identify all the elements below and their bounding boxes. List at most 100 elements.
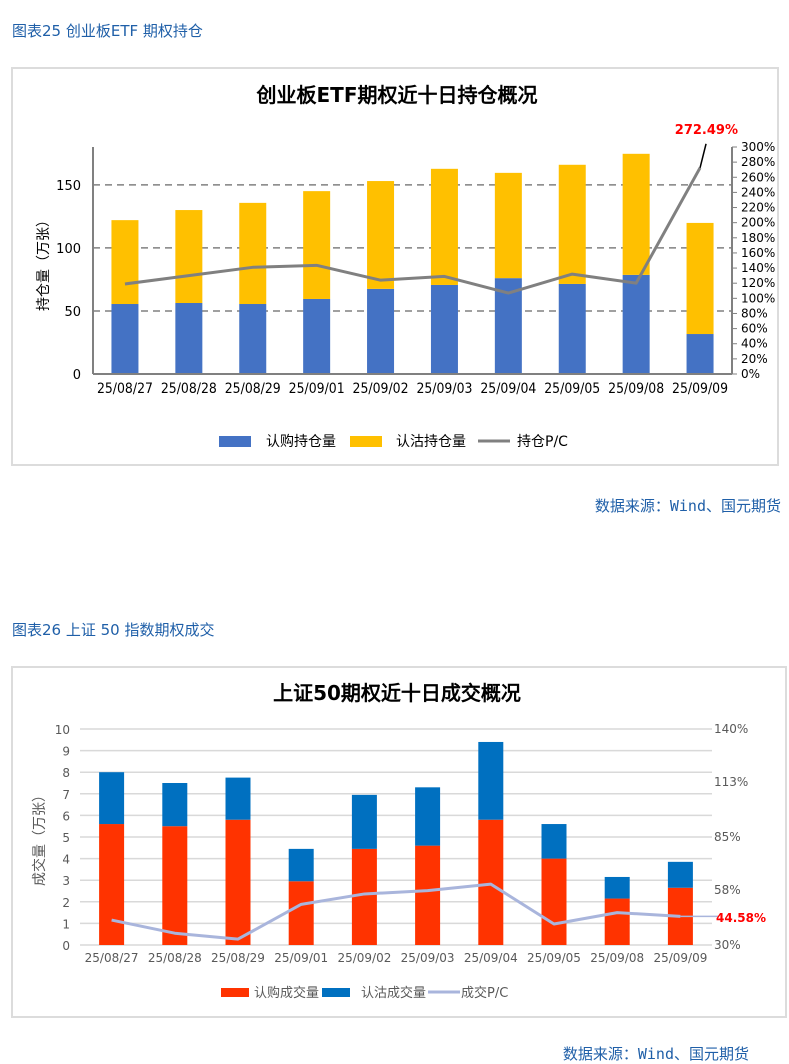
chart-1-source: 数据来源：Wind、国元期货	[594, 497, 781, 515]
bar-put	[99, 772, 125, 825]
bar-call	[478, 819, 504, 945]
x-tick-label: 25/09/01	[289, 381, 345, 397]
y2-tick-label: 20%	[741, 352, 768, 366]
bar-put	[225, 777, 251, 820]
x-tick-label: 25/08/29	[211, 951, 265, 965]
bar-call	[239, 304, 267, 374]
y-tick-label: 5	[62, 831, 70, 845]
legend-swatch-call-vol	[221, 988, 249, 997]
pc-line	[124, 167, 702, 295]
x-tick-label: 25/09/02	[337, 951, 391, 965]
bar-call	[686, 334, 714, 374]
bar-put	[303, 191, 331, 299]
x-tick-label: 25/08/27	[97, 381, 153, 397]
y2-tick-label: 58%	[714, 883, 741, 897]
legend-label-call-oi: 认购持仓量	[266, 434, 336, 450]
bar-call	[111, 304, 139, 374]
chart-1-title: 创业板ETF期权近十日持仓概况	[256, 83, 538, 107]
legend-swatch-put-vol	[322, 988, 350, 997]
pc-line	[111, 882, 681, 941]
y-tick-label: 9	[62, 745, 70, 759]
x-tick-label: 25/09/08	[608, 381, 664, 397]
bar-call	[351, 848, 377, 945]
bar-put	[478, 741, 504, 820]
bar-put	[239, 202, 267, 305]
y2-tick-label: 40%	[741, 337, 768, 351]
bar-call	[558, 283, 586, 374]
y2-tick-label: 300%	[741, 140, 775, 154]
x-tick-label: 25/09/09	[653, 951, 707, 965]
legend-label-put-vol: 认沽成交量	[361, 985, 426, 1001]
x-tick-label: 25/09/04	[464, 951, 518, 965]
chart-1-legend: 认购持仓量 认沽持仓量 持仓P/C	[219, 434, 568, 450]
y2-tick-label: 80%	[741, 306, 768, 320]
y-tick-label: 8	[62, 766, 70, 780]
bar-put	[494, 172, 522, 279]
bar-put	[622, 153, 650, 275]
bar-call	[303, 298, 331, 374]
y-tick-label: 7	[62, 788, 70, 802]
bar-put	[415, 787, 441, 846]
bar-put	[351, 794, 377, 849]
x-tick-label: 25/08/27	[85, 951, 139, 965]
y2-tick-label: 200%	[741, 216, 775, 230]
chart-2-frame	[11, 666, 787, 1018]
y-tick-label: 0	[62, 939, 70, 953]
chart-2-y-axis-label: 成交量（万张）	[31, 788, 48, 886]
bar-call	[415, 845, 441, 945]
x-tick-label: 25/09/04	[480, 381, 536, 397]
y2-tick-label: 113%	[714, 775, 748, 789]
y2-tick-label: 180%	[741, 231, 775, 245]
bar-call	[288, 881, 314, 945]
y-tick-label: 10	[55, 723, 70, 737]
legend-swatch-put-oi	[350, 436, 382, 447]
y2-tick-label: 280%	[741, 155, 775, 169]
figure-25-caption: 图表25 创业板ETF 期权持仓	[12, 22, 203, 40]
y2-tick-label: 85%	[714, 830, 741, 844]
bar-call	[162, 826, 188, 945]
x-tick-label: 25/08/28	[161, 381, 217, 397]
y-tick-label: 0	[73, 368, 81, 383]
legend-label-vol-pc: 成交P/C	[461, 985, 508, 1001]
bar-call	[99, 824, 125, 945]
y2-tick-label: 0%	[741, 367, 760, 381]
bar-put	[288, 848, 314, 882]
y2-tick-label: 100%	[741, 291, 775, 305]
y2-tick-label: 240%	[741, 185, 775, 199]
x-tick-label: 25/08/29	[225, 381, 281, 397]
legend-label-oi-pc: 持仓P/C	[517, 434, 568, 450]
x-tick-label: 25/09/03	[401, 951, 455, 965]
bar-put	[111, 220, 139, 305]
y-tick-label: 150	[56, 179, 81, 194]
chart-1-annotation: 272.49%	[675, 123, 738, 138]
x-tick-label: 25/08/28	[148, 951, 202, 965]
y2-tick-label: 140%	[714, 722, 748, 736]
bar-put	[558, 164, 586, 284]
legend-label-call-vol: 认购成交量	[254, 985, 319, 1001]
figure-26-caption: 图表26 上证 50 指数期权成交	[12, 621, 215, 639]
legend-label-put-oi: 认沽持仓量	[396, 434, 466, 450]
y2-tick-label: 220%	[741, 201, 775, 215]
x-tick-label: 25/09/03	[416, 381, 472, 397]
bar-call	[225, 819, 251, 945]
bar-put	[367, 181, 395, 289]
y2-tick-label: 30%	[714, 938, 741, 952]
x-tick-label: 25/09/01	[274, 951, 328, 965]
bar-put	[162, 783, 188, 827]
bar-put	[686, 222, 714, 335]
y2-tick-label: 260%	[741, 170, 775, 184]
y-tick-label: 1	[62, 917, 70, 931]
chart-1-frame	[11, 67, 779, 466]
chart-2-source: 数据来源：Wind、国元期货	[562, 1045, 749, 1063]
x-tick-label: 25/09/08	[590, 951, 644, 965]
bar-call	[541, 858, 567, 945]
chart-2-annotation: 44.58%	[716, 911, 766, 925]
bar-put	[175, 210, 203, 303]
bar-call	[367, 288, 395, 374]
bar-put	[541, 824, 567, 859]
y-tick-label: 100	[56, 242, 81, 257]
chart-2-legend: 认购成交量 认沽成交量 成交P/C	[221, 985, 508, 1001]
bar-call	[604, 898, 630, 945]
y-tick-label: 2	[62, 896, 70, 910]
